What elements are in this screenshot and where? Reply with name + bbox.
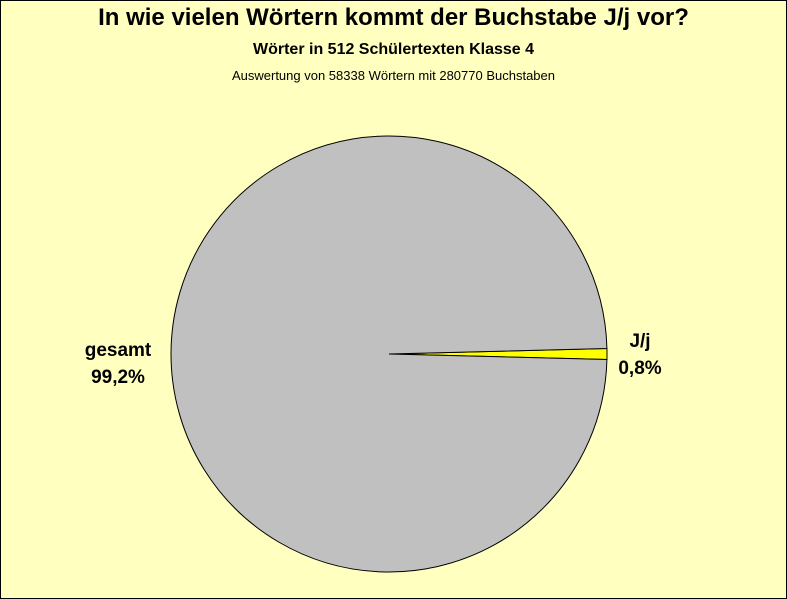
slice-label-gesamt-name: gesamt (85, 340, 152, 361)
slice-label-jj-name: J/j (629, 331, 650, 352)
chart-note: Auswertung von 58338 Wörtern mit 280770 … (231, 68, 556, 83)
chart-subtitle: Wörter in 512 Schülertexten Klasse 4 (253, 41, 534, 58)
pie-slice-gesamt (170, 135, 608, 573)
chart-title: In wie vielen Wörtern kommt der Buchstab… (98, 4, 689, 31)
slice-label-jj-value: 0,8% (618, 358, 661, 379)
slice-label-gesamt-value: 99,2% (91, 367, 145, 388)
